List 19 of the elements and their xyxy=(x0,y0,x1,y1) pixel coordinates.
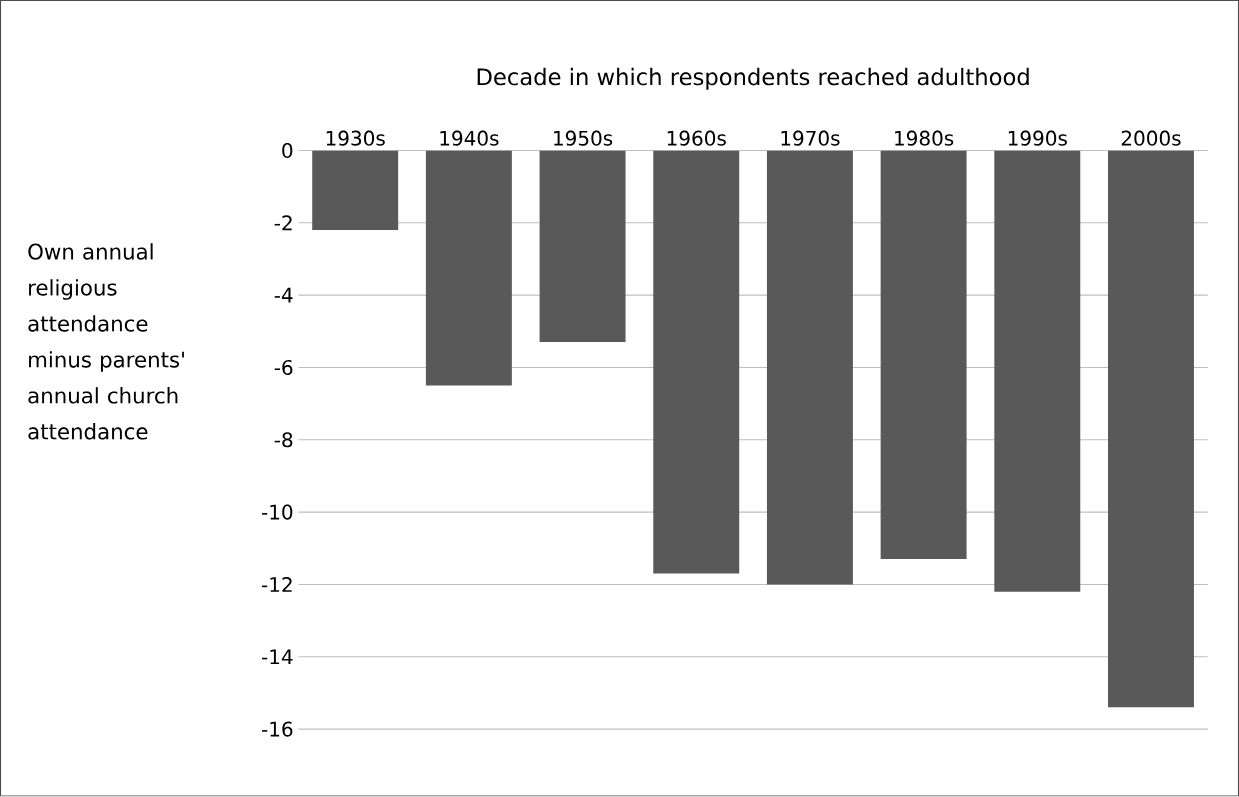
x-tick-label: 1990s xyxy=(1008,130,1067,146)
x-tick-label: 1970s xyxy=(781,130,840,146)
x-tick-label: 1930s xyxy=(326,130,385,146)
x-tick-label: 1980s xyxy=(895,130,954,146)
y-tick-label: -12 xyxy=(261,577,292,593)
y-tick-label: -2 xyxy=(274,215,292,231)
y-tick-label: -4 xyxy=(274,288,293,303)
y-tick-label: -8 xyxy=(274,432,293,448)
y-tick-label: -14 xyxy=(261,649,293,665)
y-tick-label: -6 xyxy=(274,360,293,376)
y-tick-label: -10 xyxy=(261,504,293,520)
x-tick-label: 1950s xyxy=(554,130,613,146)
x-axis-title: Decade in which respondents reached adulthood xyxy=(477,68,1029,90)
x-tick-label: 1940s xyxy=(440,130,499,146)
y-axis-title: Own annual religious attendance minus parents' annual church attendance xyxy=(28,243,184,440)
y-tick-label: -16 xyxy=(261,721,293,737)
x-tick-label: 1960s xyxy=(667,130,726,146)
x-tick-label: 2000s xyxy=(1121,130,1181,146)
y-tick-label: 0 xyxy=(282,143,293,159)
